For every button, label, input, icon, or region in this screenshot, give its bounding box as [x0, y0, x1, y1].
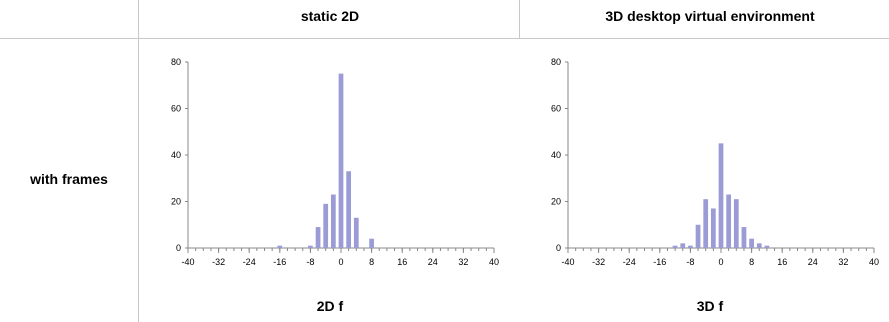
x-tick-label: 0 — [718, 257, 723, 267]
y-tick-label: 40 — [171, 150, 181, 160]
histogram-bar — [703, 199, 709, 248]
histogram-bar — [338, 73, 344, 248]
y-tick-label: 60 — [551, 104, 561, 114]
histogram-bar — [353, 217, 359, 248]
x-tick-label: 8 — [749, 257, 754, 267]
y-tick-label: 20 — [551, 197, 561, 207]
y-tick-label: 0 — [176, 243, 181, 253]
x-tick-label: -24 — [623, 257, 636, 267]
histogram-3d-svg: 0 20 40 60 80 -40 -32 -24 -16 -8 0 8 16 24 32 40 — [551, 57, 879, 267]
x-tick-label: -32 — [592, 257, 605, 267]
row-label-with-frames: with frames — [30, 171, 108, 187]
histogram-bar — [718, 143, 724, 248]
histogram-bar — [323, 203, 329, 248]
histogram-bar — [308, 245, 313, 248]
histogram-bar — [726, 194, 732, 248]
x-tick-label: -32 — [212, 257, 225, 267]
vertical-divider-left — [138, 0, 139, 322]
histogram-2d-svg: 0 20 40 60 80 -40 -32 -24 -16 -8 0 8 16 24 32 40 — [171, 57, 499, 267]
vertical-divider-middle — [519, 0, 520, 38]
x-tick-label: 0 — [338, 257, 343, 267]
x-tick-label: 24 — [428, 257, 438, 267]
x-tick-label: -24 — [243, 257, 256, 267]
histogram-bar — [733, 199, 739, 248]
histogram-bar — [695, 224, 701, 248]
histogram-bar — [688, 245, 693, 248]
x-tick-label: -40 — [561, 257, 574, 267]
x-tick-label: 40 — [869, 257, 879, 267]
y-tick-label: 60 — [171, 104, 181, 114]
histogram-3d: 0 20 40 60 80 -40 -32 -24 -16 -8 0 8 16 24 32 40 — [540, 48, 880, 284]
histogram-bar — [741, 227, 747, 248]
x-tick-label: -40 — [181, 257, 194, 267]
y-tick-label: 0 — [556, 243, 561, 253]
x-tick-label: 32 — [838, 257, 848, 267]
histogram-bar — [710, 208, 716, 248]
histogram-bar — [330, 194, 336, 248]
y-tick-label: 40 — [551, 150, 561, 160]
histogram-bar — [315, 227, 321, 248]
histogram-bar — [369, 238, 374, 248]
x-tick-label: -16 — [653, 257, 666, 267]
x-tick-label: 8 — [369, 257, 374, 267]
x-tick-label: 24 — [808, 257, 818, 267]
x-tick-label: 40 — [489, 257, 499, 267]
histogram-bar — [680, 243, 686, 248]
x-axis-title-3d: 3D f — [696, 298, 724, 314]
x-tick-label: -8 — [686, 257, 694, 267]
x-axis-title-2d: 2D f — [316, 298, 344, 314]
histogram-bar — [756, 243, 762, 248]
histogram-bar — [346, 171, 352, 248]
histogram-bar — [764, 245, 770, 248]
x-tick-label: 32 — [458, 257, 468, 267]
x-tick-label: -8 — [306, 257, 314, 267]
y-tick-label: 20 — [171, 197, 181, 207]
histogram-bar — [277, 245, 283, 248]
histogram-bar — [672, 245, 678, 248]
histogram-bar — [749, 238, 754, 248]
column-header-static-2d: static 2D — [300, 8, 360, 24]
x-tick-label: 16 — [777, 257, 787, 267]
y-tick-label: 80 — [551, 57, 561, 67]
column-header-3d-desktop: 3D desktop virtual environment — [605, 8, 815, 24]
header-divider — [0, 38, 889, 39]
x-tick-label: -16 — [273, 257, 286, 267]
histogram-2d: 0 20 40 60 80 -40 -32 -24 -16 -8 0 8 16 24 32 40 — [160, 48, 500, 284]
y-tick-label: 80 — [171, 57, 181, 67]
x-tick-label: 16 — [397, 257, 407, 267]
